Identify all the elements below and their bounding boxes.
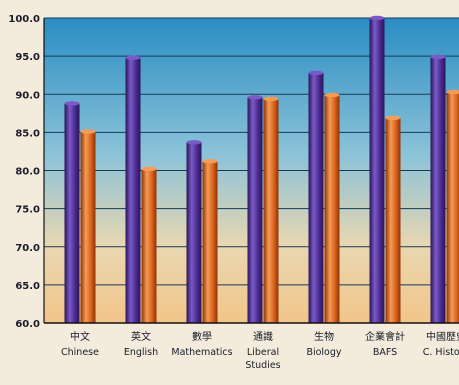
x-tick-label-en: C. History [423, 347, 459, 358]
bar-cap-series-2-3 [263, 96, 279, 102]
bar-series-1-1 [125, 57, 141, 324]
bar-cap-series-2-6 [446, 89, 459, 95]
x-tick-label-zh: 英文 [131, 330, 151, 343]
y-axis: 60.0 65.0 70.0 75.0 80.0 85.0 90.0 95.0 100.0 [8, 14, 45, 330]
y-tick-label: 75.0 [15, 205, 40, 216]
bar-series-1-0 [64, 103, 80, 324]
x-tick-label-en: BAFS [373, 347, 397, 358]
bar-series-1-5 [369, 18, 385, 323]
y-tick-label: 90.0 [15, 90, 40, 101]
bar-series-2-2 [202, 161, 218, 323]
bar-series-2-6 [446, 91, 459, 324]
bar-series-2-4 [324, 95, 340, 323]
y-tick-label: 60.0 [15, 319, 40, 330]
bar-cap-series-1-6 [430, 54, 446, 60]
bar-series-1-6 [430, 56, 446, 323]
bar-series-2-3 [263, 98, 279, 323]
x-axis: 中文 Chinese 英文 English 數學 Mathematics 通識 Liberal… [44, 322, 459, 371]
bar-cap-series-2-5 [385, 115, 401, 121]
y-tick-label: 95.0 [15, 52, 40, 63]
bar-cap-series-1-3 [247, 95, 263, 100]
bar-cap-series-1-2 [186, 140, 202, 145]
bars [64, 15, 459, 324]
y-tick-label: 70.0 [15, 243, 40, 254]
x-tick-label-zh: 中國歷史 [426, 330, 459, 343]
bar-series-1-3 [247, 97, 263, 323]
x-tick-label-zh: 中文 [70, 330, 90, 343]
x-tick-label-en: English [124, 347, 158, 358]
x-tick-label-en: Studies [245, 360, 280, 371]
bar-series-1-4 [308, 72, 324, 324]
bar-cap-series-1-1 [125, 55, 141, 60]
bar-series-2-0 [80, 131, 96, 323]
x-tick-label-zh: 企業會計 [365, 330, 405, 343]
y-tick-label: 65.0 [15, 281, 40, 292]
x-tick-label-zh: 生物 [314, 330, 334, 343]
bar-series-2-1 [141, 168, 157, 323]
y-tick-label: 80.0 [15, 167, 40, 178]
bar-cap-series-1-4 [308, 70, 324, 76]
x-tick-label-zh: 數學 [192, 330, 212, 343]
x-tick-label-en: Biology [306, 347, 341, 358]
x-tick-label-en: Chinese [61, 347, 99, 358]
bar-series-1-2 [186, 142, 202, 323]
bar-cap-series-1-0 [64, 101, 80, 106]
x-tick-label-en: Liberal [247, 347, 279, 358]
bar-cap-series-2-2 [202, 159, 218, 164]
bar-series-2-5 [385, 117, 401, 323]
x-tick-label-zh: 通識 [253, 330, 273, 343]
bar-cap-series-2-4 [324, 92, 340, 98]
bar-cap-series-2-0 [80, 129, 96, 134]
x-tick-label-en: Mathematics [171, 347, 232, 358]
y-tick-label: 85.0 [15, 128, 40, 139]
bar-cap-series-2-1 [141, 166, 157, 172]
bar-cap-series-1-5 [369, 15, 385, 21]
y-tick-label: 100.0 [8, 14, 40, 25]
